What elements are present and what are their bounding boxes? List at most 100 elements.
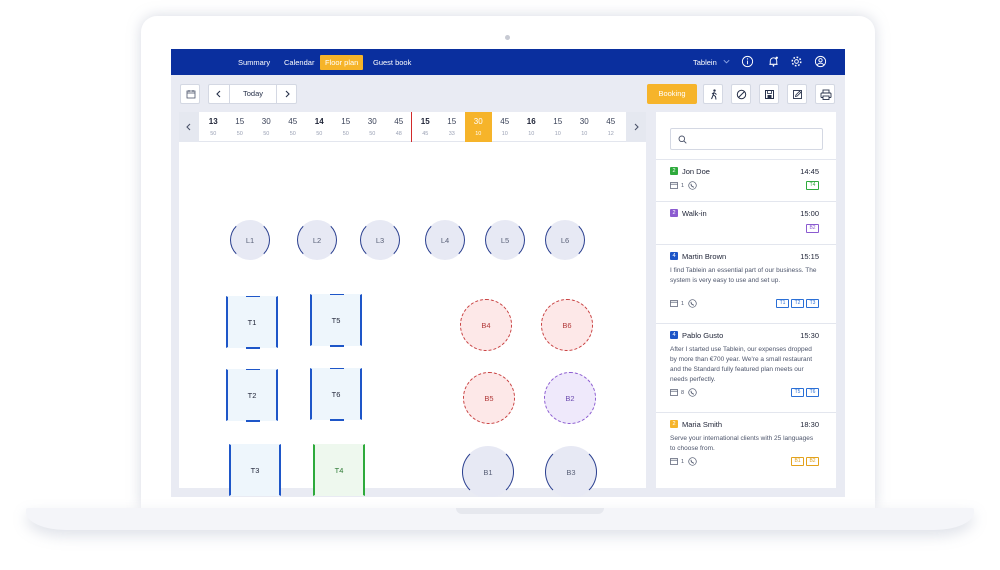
table-b5[interactable]: B5 — [463, 372, 515, 424]
timeline-slot[interactable]: 15 33 — [439, 112, 466, 142]
bell-icon[interactable] — [767, 55, 780, 68]
reservation-meta: 1 — [670, 181, 710, 190]
reservation-item[interactable]: 2 Walk-in 15:00 B2 — [656, 201, 836, 244]
table-label: T5 — [331, 315, 341, 325]
table-l5[interactable]: L5 — [485, 220, 525, 260]
user-menu[interactable]: Tablein — [693, 58, 717, 67]
walk-in-button[interactable] — [703, 84, 723, 104]
floor-plan: 13 50 15 50 30 50 45 50 14 50 15 50 30 50 45 48 15 45 15 33… — [179, 112, 646, 497]
party-size-badge: 2 — [670, 167, 678, 175]
table-l1[interactable]: L1 — [230, 220, 270, 260]
next-day-button[interactable] — [277, 85, 297, 103]
reservation-time: 15:15 — [800, 252, 819, 261]
timeline-slot-time: 45 — [288, 117, 298, 126]
timeline-slot[interactable]: 15 50 — [227, 112, 254, 142]
chair-mark — [246, 295, 260, 297]
timeline-slot[interactable]: 45 10 — [492, 112, 519, 142]
table-t6[interactable]: T6 — [310, 367, 362, 421]
reservation-item[interactable]: 4 Pablo Gusto 15:30 After I started use Tab… — [656, 323, 836, 412]
timeline-slot-count: 50 — [236, 131, 243, 137]
booking-button[interactable]: Booking — [647, 84, 697, 104]
timeline-slot[interactable]: 45 48 — [386, 112, 413, 142]
edit-button[interactable] — [787, 84, 807, 104]
nav-calendar[interactable]: Calendar — [284, 58, 315, 67]
calendar-icon — [670, 300, 678, 307]
timeline-slot-count: 12 — [607, 131, 614, 137]
today-button[interactable]: Today — [242, 89, 263, 98]
nav-floor-plan[interactable]: Floor plan — [320, 55, 364, 70]
save-button[interactable] — [759, 84, 779, 104]
timeline-prev-button[interactable] — [179, 112, 199, 142]
table-b4[interactable]: B4 — [460, 299, 512, 351]
table-label: L6 — [560, 235, 570, 245]
timeline-slot[interactable]: 45 50 — [280, 112, 307, 142]
table-label: T6 — [331, 389, 341, 399]
timeline-slot-count: 48 — [395, 131, 402, 137]
reservations-panel: 2 Jon Doe 14:45 1 T4 2 Walk-in 15:00 B2 4 Martin B… — [656, 112, 836, 488]
table-t2[interactable]: T2 — [226, 368, 278, 422]
user-icon[interactable] — [814, 55, 827, 68]
timeline-slot[interactable]: 30 50 — [253, 112, 280, 142]
chevron-down-icon[interactable] — [722, 57, 731, 66]
timeline-slot-time: 15 — [235, 117, 245, 126]
reservation-item[interactable]: 2 Maria Smith 18:30 Serve your internationa… — [656, 412, 836, 488]
table-l4[interactable]: L4 — [425, 220, 465, 260]
chevron-left-icon — [186, 123, 191, 131]
reservation-item[interactable]: 4 Martin Brown 15:15 I find Tablein an esse… — [656, 244, 836, 323]
timeline-slot[interactable]: 15 10 — [545, 112, 572, 142]
chevron-left-icon — [216, 90, 221, 98]
block-icon — [736, 89, 747, 100]
table-t3[interactable]: T3 — [229, 444, 281, 496]
table-t4[interactable]: T4 — [313, 444, 365, 496]
timeline-slot-time: 30 — [579, 117, 589, 126]
timeline-slot-count: 50 — [369, 131, 376, 137]
nav-summary[interactable]: Summary — [238, 58, 271, 67]
nav-guest-book[interactable]: Guest book — [373, 58, 412, 67]
table-l6[interactable]: L6 — [545, 220, 585, 260]
block-button[interactable] — [731, 84, 751, 104]
guest-name: Jon Doe — [682, 167, 710, 176]
table-l3[interactable]: L3 — [360, 220, 400, 260]
table-b1[interactable]: B1 — [462, 446, 514, 497]
table-tag: B2 — [806, 224, 819, 233]
print-button[interactable] — [815, 84, 835, 104]
table-tag: T2 — [791, 299, 804, 308]
calendar-icon — [670, 458, 678, 465]
reservation-time: 15:30 — [800, 331, 819, 340]
timeline-slot-count: 50 — [289, 131, 296, 137]
phone-icon — [688, 388, 697, 397]
calendar-picker-button[interactable] — [180, 84, 200, 104]
table-t1[interactable]: T1 — [226, 295, 278, 349]
table-b3[interactable]: B3 — [545, 446, 597, 497]
table-t5[interactable]: T5 — [310, 293, 362, 347]
table-label: L2 — [312, 235, 322, 245]
timeline-slot[interactable]: 30 10 — [571, 112, 598, 142]
timeline-slot[interactable]: 14 50 — [306, 112, 333, 142]
timeline-slot[interactable]: 45 12 — [598, 112, 625, 142]
timeline-slot[interactable]: 13 50 — [200, 112, 227, 142]
phone-icon — [688, 299, 697, 308]
table-label: T1 — [247, 317, 257, 327]
table-b2[interactable]: B2 — [544, 372, 596, 424]
gear-icon[interactable] — [790, 55, 803, 68]
reservation-item[interactable]: 2 Jon Doe 14:45 1 T4 — [656, 159, 836, 201]
timeline-slot-time: 30 — [367, 117, 377, 126]
current-time-marker — [411, 112, 412, 142]
chair-mark — [246, 368, 260, 370]
guest-name: Martin Brown — [682, 252, 727, 261]
table-l2[interactable]: L2 — [297, 220, 337, 260]
prev-day-button[interactable] — [209, 85, 229, 103]
timeline-slot[interactable]: 15 45 — [412, 112, 439, 142]
timeline-slot-count: 10 — [554, 131, 561, 137]
table-label: T3 — [250, 465, 260, 475]
search-input[interactable] — [670, 128, 823, 150]
guest-count: 1 — [681, 459, 685, 465]
info-icon[interactable] — [741, 55, 754, 68]
table-b6[interactable]: B6 — [541, 299, 593, 351]
timeline-slot[interactable]: 15 50 — [333, 112, 360, 142]
timeline-next-button[interactable] — [626, 112, 646, 142]
timeline-slot[interactable]: 30 10 — [465, 112, 492, 142]
guest-count: 1 — [681, 183, 685, 189]
timeline-slot[interactable]: 16 10 — [518, 112, 545, 142]
timeline-slot[interactable]: 30 50 — [359, 112, 386, 142]
